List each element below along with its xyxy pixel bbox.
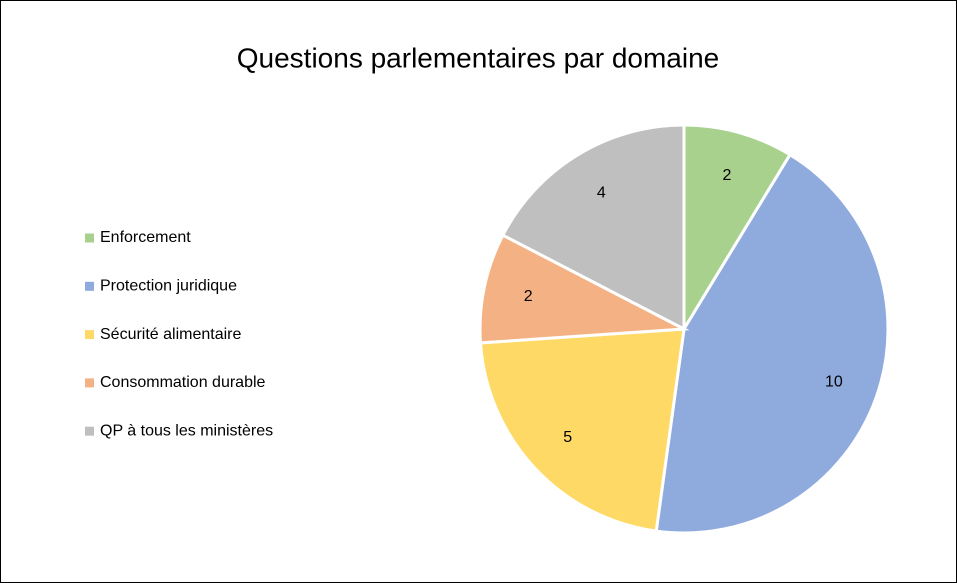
legend-label: Consommation durable (100, 374, 266, 391)
data-label: 4 (597, 184, 606, 201)
legend-swatch (85, 330, 94, 340)
legend-label: Sécurité alimentaire (100, 326, 242, 343)
pie-slice (682, 123, 793, 335)
legend-label: QP à tous les ministères (100, 422, 273, 439)
legend-swatch (85, 426, 94, 436)
data-label: 2 (722, 167, 731, 184)
legend-swatch (85, 378, 94, 388)
legend-label: Protection juridique (100, 278, 237, 295)
pie-slice (478, 327, 686, 533)
pie-slice (478, 233, 690, 345)
chart-title: Questions parlementaires par domaine (237, 42, 719, 73)
legend-swatch (85, 281, 94, 291)
legend-label: Enforcement (100, 229, 191, 246)
pie-slice (654, 152, 890, 535)
data-label: 5 (563, 429, 572, 446)
data-label: 2 (524, 288, 533, 305)
pie-slice (500, 123, 686, 332)
data-label: 10 (825, 374, 843, 391)
legend-swatch (85, 233, 94, 243)
